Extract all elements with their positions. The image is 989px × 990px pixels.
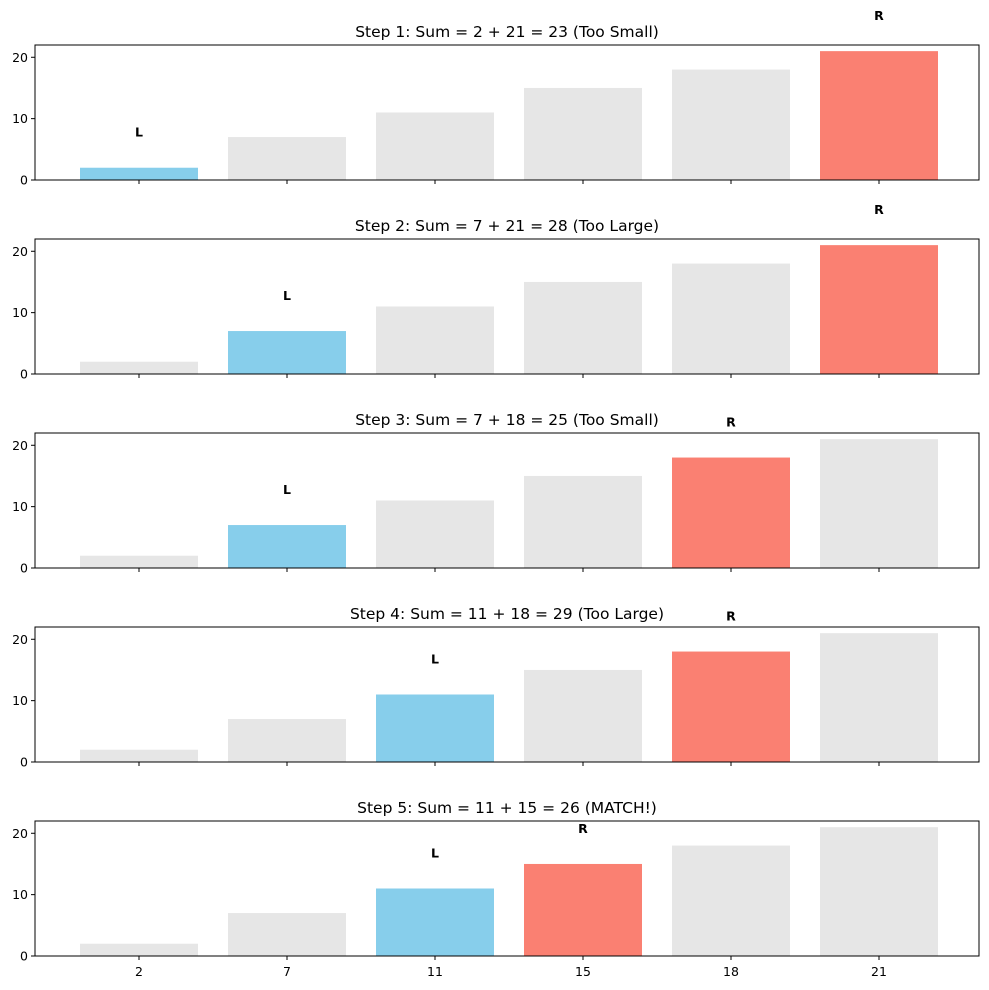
chart-title: Step 4: Sum = 11 + 18 = 29 (Too Large): [350, 605, 664, 623]
chart-panel-1: L R 0 10 20 Step 1: Sum = 2 + 21 = 23 (Too Sm…: [12, 8, 980, 188]
left-pointer-label: L: [431, 846, 439, 861]
y-tick-label: 0: [20, 755, 28, 770]
y-tick-label: 0: [20, 173, 28, 188]
bar-2: [80, 555, 198, 568]
chart-panel-3: L R 0 10 20 Step 3: Sum = 7 + 18 = 25 (Too Sm…: [12, 411, 980, 576]
y-tick-label: 20: [12, 632, 28, 647]
bar-11: [376, 306, 494, 374]
right-pointer-label: R: [874, 202, 884, 217]
axes-frame: [34, 820, 980, 957]
bar-18: [672, 457, 790, 568]
bar-11: [376, 694, 494, 762]
y-tick-label: 10: [12, 887, 28, 902]
y-tick-label: 20: [12, 826, 28, 841]
bar-11: [376, 500, 494, 568]
bar-21: [820, 827, 938, 956]
right-pointer-label: R: [578, 821, 588, 836]
bar-2: [80, 167, 198, 180]
right-pointer-label: R: [726, 415, 736, 430]
y-tick-label: 0: [20, 367, 28, 382]
x-tick-label: 7: [283, 964, 291, 979]
left-pointer-label: L: [283, 288, 291, 303]
bar-18: [672, 845, 790, 956]
bar-7: [228, 137, 346, 180]
y-tick-label: 20: [12, 438, 28, 453]
chart-title: Step 2: Sum = 7 + 21 = 28 (Too Large): [355, 217, 659, 235]
bar-15: [524, 87, 642, 180]
axes-frame: [34, 44, 980, 181]
bar-7: [228, 331, 346, 374]
chart-panel-4: L R 0 10 20 Step 4: Sum = 11 + 18 = 29 (Too L…: [12, 605, 980, 770]
y-tick-label: 0: [20, 949, 28, 964]
bar-15: [524, 475, 642, 568]
bar-7: [228, 525, 346, 568]
right-pointer-label: R: [726, 609, 736, 624]
left-pointer-label: L: [283, 482, 291, 497]
x-tick-label: 21: [871, 964, 887, 979]
bar-2: [80, 361, 198, 374]
bar-21: [820, 245, 938, 374]
bar-21: [820, 439, 938, 568]
bar-2: [80, 749, 198, 762]
bar-15: [524, 669, 642, 762]
x-tick-label: 15: [575, 964, 591, 979]
chart-panel-2: L R 0 10 20 Step 2: Sum = 7 + 21 = 28 (Too La…: [12, 202, 980, 382]
axes-frame: [34, 626, 980, 763]
chart-title: Step 3: Sum = 7 + 18 = 25 (Too Small): [355, 411, 659, 429]
bar-11: [376, 112, 494, 180]
left-pointer-label: L: [431, 652, 439, 667]
chart-title: Step 5: Sum = 11 + 15 = 26 (MATCH!): [357, 799, 657, 817]
bar-11: [376, 888, 494, 956]
y-tick-label: 10: [12, 305, 28, 320]
y-tick-label: 10: [12, 111, 28, 126]
left-pointer-label: L: [135, 125, 143, 140]
chart-panel-5: L R 0 10 20 2 7 11 15 18 21 Step 5: Sum = 11 + 15 =…: [12, 799, 980, 979]
bar-7: [228, 719, 346, 762]
bar-18: [672, 263, 790, 374]
y-tick-label: 0: [20, 561, 28, 576]
axes-frame: [34, 238, 980, 375]
y-tick-label: 20: [12, 50, 28, 65]
y-tick-label: 10: [12, 499, 28, 514]
chart-title: Step 1: Sum = 2 + 21 = 23 (Too Small): [355, 23, 659, 41]
axes-frame: [34, 432, 980, 569]
bar-7: [228, 913, 346, 956]
bar-2: [80, 943, 198, 956]
bar-15: [524, 863, 642, 956]
bar-21: [820, 633, 938, 762]
bar-15: [524, 281, 642, 374]
bar-18: [672, 69, 790, 180]
bar-18: [672, 651, 790, 762]
x-tick-label: 11: [427, 964, 443, 979]
bar-21: [820, 51, 938, 180]
y-tick-label: 20: [12, 244, 28, 259]
y-tick-label: 10: [12, 693, 28, 708]
right-pointer-label: R: [874, 8, 884, 23]
x-tick-label: 18: [723, 964, 739, 979]
x-tick-label: 2: [135, 964, 143, 979]
